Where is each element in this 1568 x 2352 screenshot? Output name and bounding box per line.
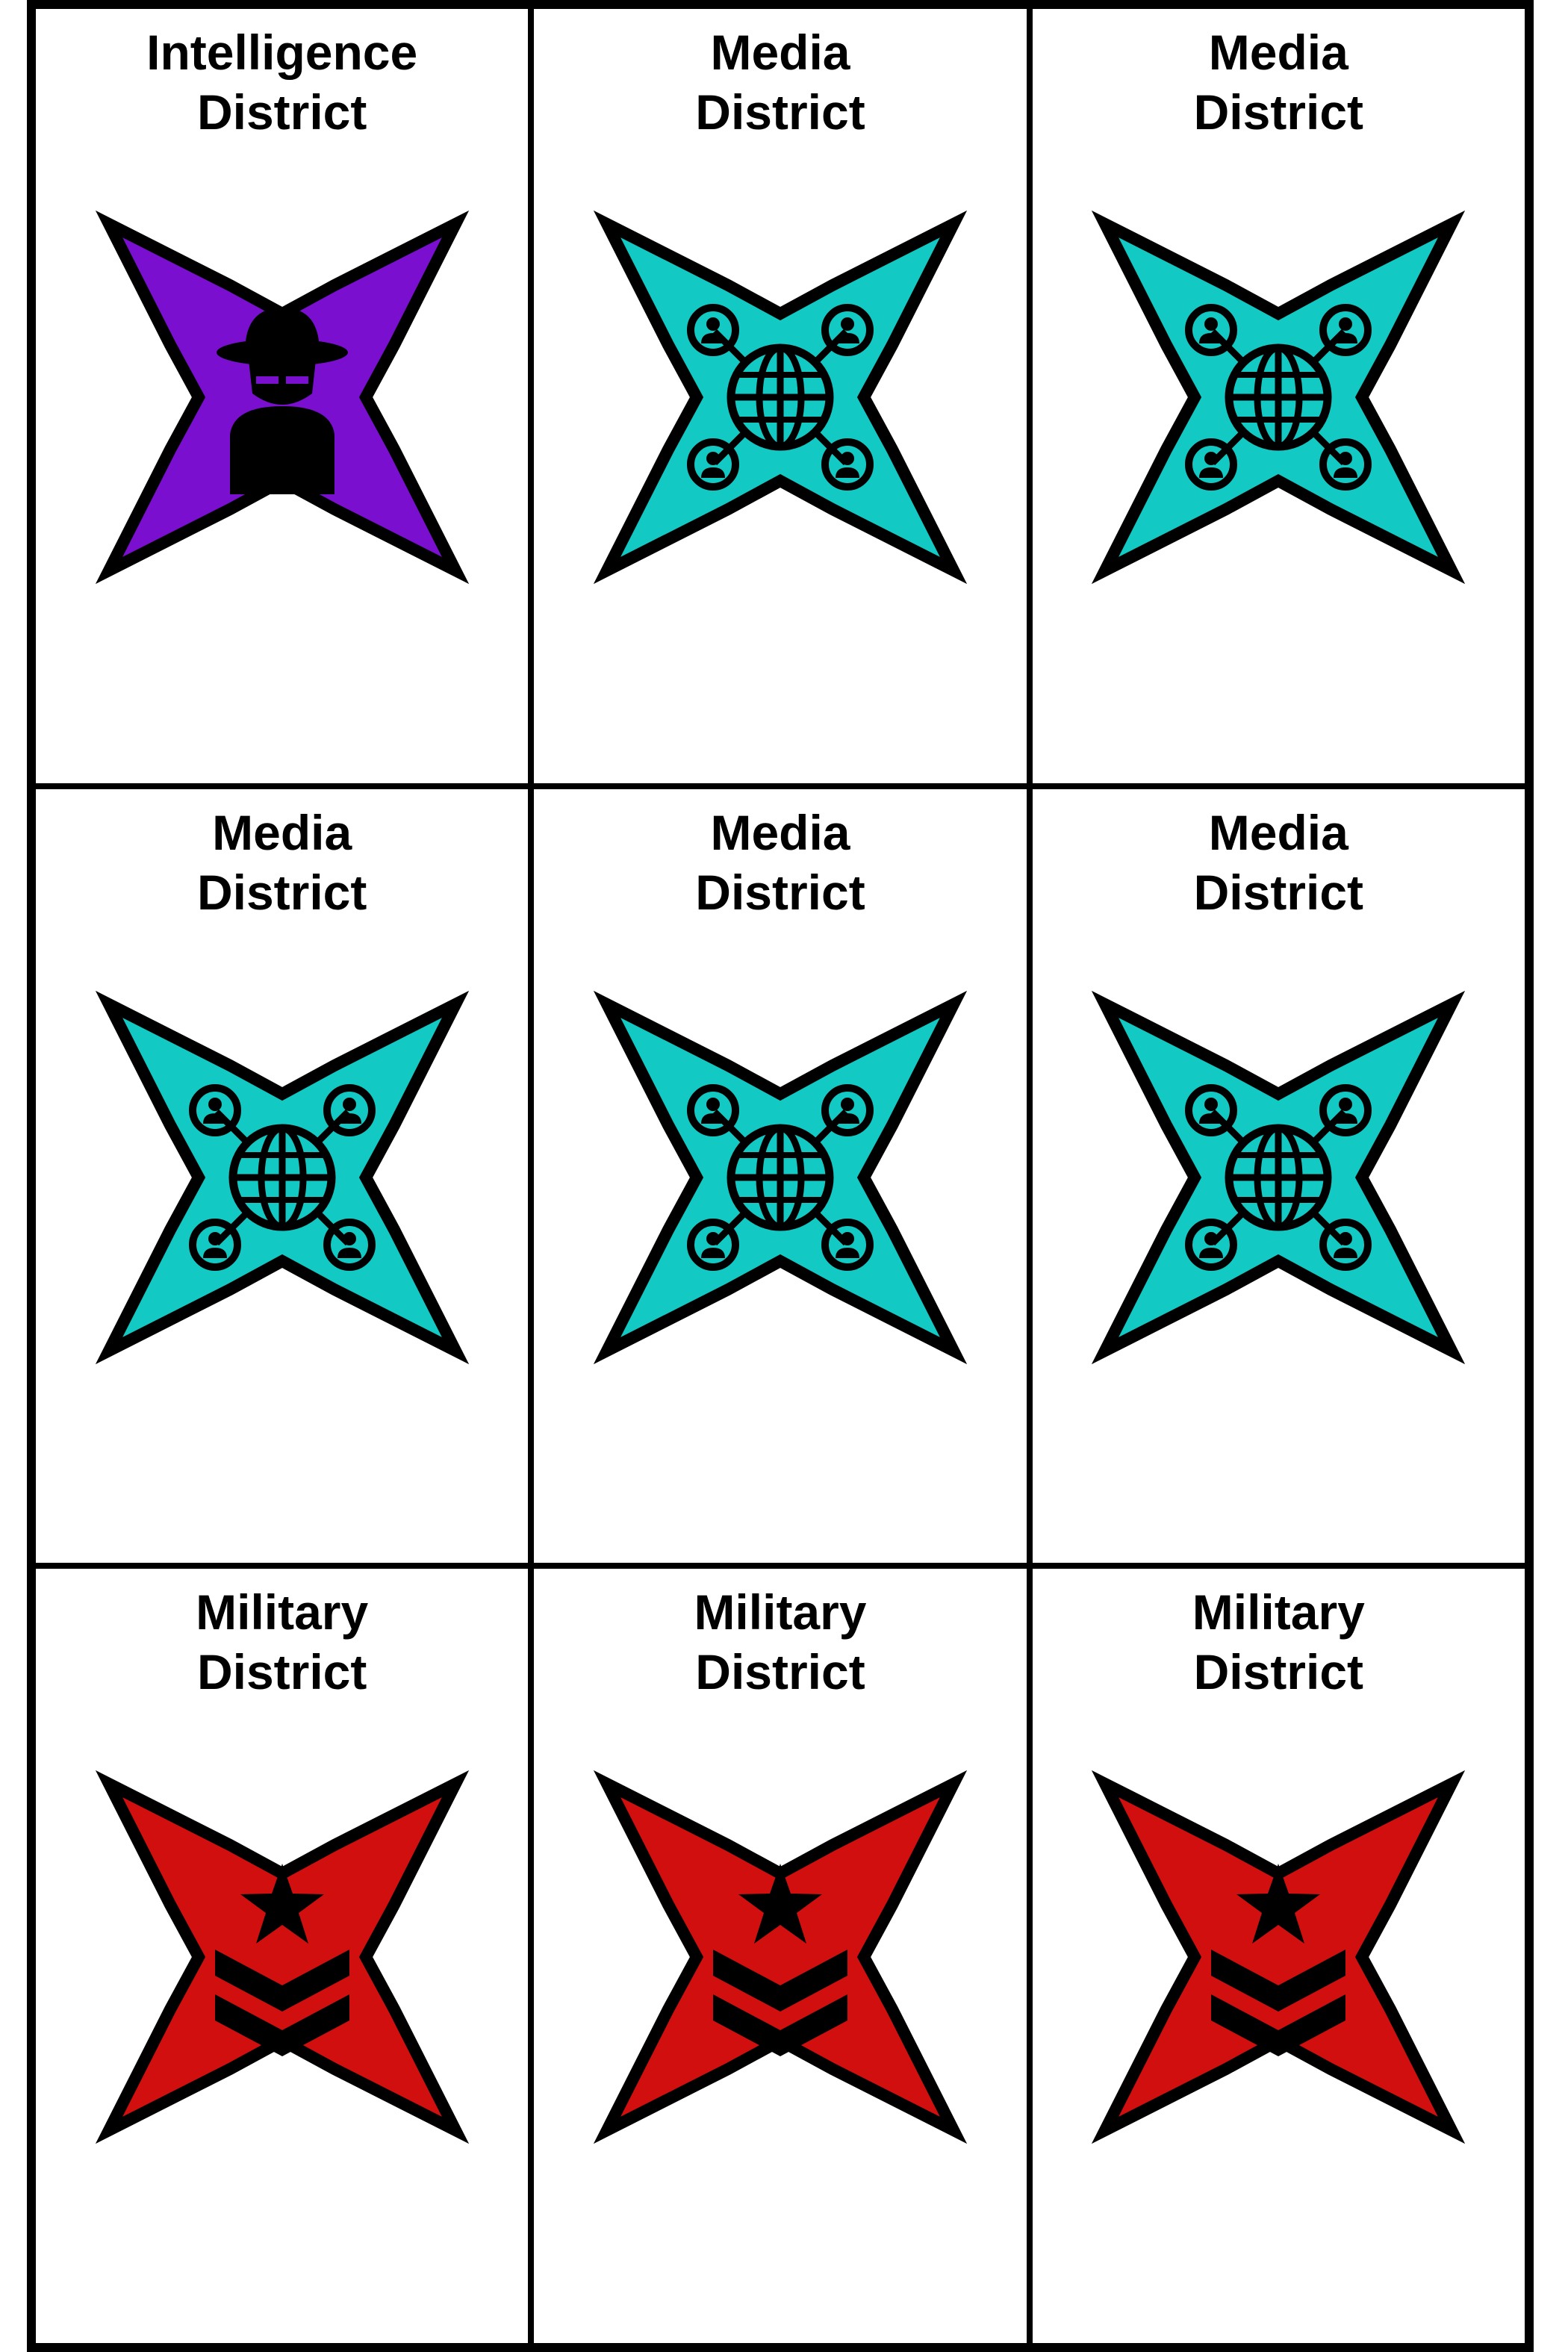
district-card: Media District [531,785,1030,1567]
card-title-line-1: Media [1208,804,1348,860]
card-title: Media District [1033,22,1525,142]
card-title-line-1: Media [710,25,850,80]
network-globe-icon [1185,1083,1372,1271]
network-globe-icon-star [95,990,469,1364]
network-globe-icon [1185,304,1372,491]
network-globe-icon [686,1083,874,1271]
military-rank-icon [712,1864,847,2057]
military-rank-icon [214,1864,349,2057]
military-rank-icon [1211,1864,1346,2057]
card-title: Media District [534,803,1026,922]
district-card: Media District [33,785,532,1567]
district-card: Military District [33,1566,532,2346]
card-title-line-2: District [695,84,865,140]
card-title-line-2: District [196,84,367,140]
network-globe-icon-star [1092,211,1466,584]
card-title-line-2: District [196,1644,367,1700]
card-title-line-1: Media [710,804,850,860]
military-rank-icon-star [95,1770,469,2144]
card-title-line-1: Media [212,804,352,860]
spy-icon [216,308,348,494]
card-title: Military District [534,1582,1026,1702]
district-card: Military District [1029,1566,1528,2346]
district-card: Media District [531,6,1030,786]
card-title-line-1: Media [1208,25,1348,80]
network-globe-icon-star [593,211,967,584]
district-emblem [1092,990,1466,1364]
district-card: Intelligence District [33,6,532,786]
network-globe-icon [686,304,874,491]
card-title-line-2: District [1193,864,1364,920]
card-title-line-2: District [1193,1644,1364,1700]
network-globe-icon [188,1083,376,1271]
district-emblem [95,1770,469,2144]
card-title: Media District [36,803,528,922]
star-shape [95,1770,469,2144]
card-title-line-2: District [695,1644,865,1700]
card-title-line-1: Military [694,1584,867,1640]
district-emblem [593,1770,967,2144]
card-title: Military District [1033,1582,1525,1702]
card-title: Media District [1033,803,1525,922]
district-emblem [95,211,469,584]
card-title: Military District [36,1582,528,1702]
card-title-line-2: District [1193,84,1364,140]
star-shape [593,1770,967,2144]
card-title-line-1: Military [1192,1584,1365,1640]
district-emblem [95,990,469,1364]
network-globe-icon-star [1092,990,1466,1364]
district-emblem [593,211,967,584]
district-emblem [1092,211,1466,584]
district-emblem [593,990,967,1364]
card-title-line-1: Military [196,1584,369,1640]
district-card: Military District [531,1566,1030,2346]
spy-icon-star [95,211,469,584]
military-rank-icon-star [593,1770,967,2144]
district-emblem [1092,1770,1466,2144]
military-rank-icon-star [1092,1770,1466,2144]
card-title: Media District [534,22,1026,142]
district-card: Media District [1029,785,1528,1567]
card-title-line-1: Intelligence [146,25,418,80]
card-title-line-2: District [695,864,865,920]
card-title: Intelligence District [36,22,528,142]
star-shape [1092,1770,1466,2144]
card-sheet: Intelligence District Media District [27,0,1534,2352]
district-card: Media District [1029,6,1528,786]
network-globe-icon-star [593,990,967,1364]
card-title-line-2: District [196,864,367,920]
